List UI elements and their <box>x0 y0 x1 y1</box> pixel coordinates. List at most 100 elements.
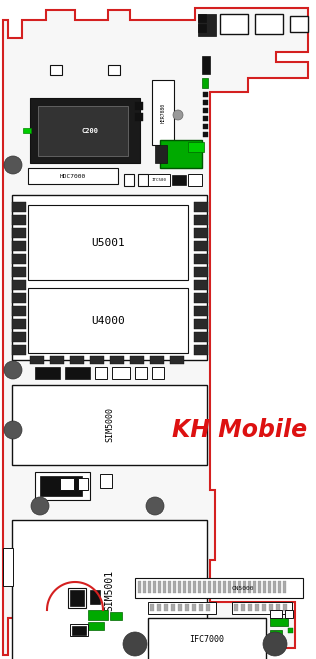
Bar <box>203 132 208 137</box>
Bar <box>248 581 251 593</box>
Bar <box>12 520 207 659</box>
Bar <box>12 293 26 303</box>
Bar <box>283 581 286 593</box>
Bar <box>12 306 26 316</box>
Bar <box>270 630 282 637</box>
Circle shape <box>173 110 183 120</box>
Bar <box>233 581 236 593</box>
Bar <box>238 581 241 593</box>
Bar <box>288 628 293 633</box>
Bar <box>283 604 287 611</box>
Bar <box>198 24 206 32</box>
Bar <box>153 581 156 593</box>
Bar <box>290 16 308 32</box>
Bar <box>3 548 13 586</box>
Bar <box>234 604 238 611</box>
Bar <box>194 319 208 329</box>
Bar <box>12 254 26 264</box>
Bar <box>110 612 122 620</box>
Bar <box>248 604 252 611</box>
Bar <box>88 610 108 620</box>
Text: HER7080: HER7080 <box>161 102 166 123</box>
Text: U5001: U5001 <box>91 237 125 248</box>
Bar <box>148 581 151 593</box>
Bar <box>194 228 208 238</box>
Bar <box>188 174 202 186</box>
Bar <box>70 624 88 636</box>
Bar <box>194 280 208 290</box>
Bar <box>194 202 208 212</box>
Bar <box>194 267 208 277</box>
Bar <box>202 56 210 74</box>
Bar <box>12 228 26 238</box>
Bar <box>160 140 202 168</box>
Bar <box>30 356 44 364</box>
Text: SIM5000: SIM5000 <box>105 407 114 442</box>
Bar <box>124 174 134 186</box>
Bar <box>199 604 203 611</box>
Bar <box>138 174 148 186</box>
Text: SIM5001: SIM5001 <box>105 569 114 610</box>
Bar <box>12 332 26 342</box>
Bar <box>12 215 26 225</box>
Bar <box>23 128 31 133</box>
Text: KH Mobile: KH Mobile <box>173 418 307 442</box>
Bar <box>30 98 140 163</box>
Bar <box>278 581 281 593</box>
Bar <box>12 195 207 360</box>
Bar <box>269 604 273 611</box>
Bar <box>255 604 259 611</box>
Text: ITC500: ITC500 <box>151 178 167 182</box>
Bar <box>35 472 90 500</box>
Bar <box>220 14 248 34</box>
Polygon shape <box>3 8 308 655</box>
Bar <box>194 254 208 264</box>
Circle shape <box>263 632 287 656</box>
Bar <box>193 581 196 593</box>
Bar <box>194 215 208 225</box>
Bar <box>148 174 170 186</box>
Bar <box>178 581 181 593</box>
Bar <box>28 288 188 353</box>
Bar <box>203 116 208 121</box>
Bar <box>12 280 26 290</box>
Bar <box>172 175 186 185</box>
Circle shape <box>123 632 147 656</box>
Bar <box>262 604 266 611</box>
Bar <box>198 14 206 22</box>
Bar <box>185 604 189 611</box>
Bar <box>188 142 204 152</box>
Bar <box>173 581 176 593</box>
Bar <box>218 581 221 593</box>
Bar <box>50 356 64 364</box>
Bar <box>155 145 167 163</box>
Bar <box>135 367 147 379</box>
Bar <box>203 92 208 97</box>
Text: C200: C200 <box>82 128 99 134</box>
Circle shape <box>4 361 22 379</box>
Bar <box>163 581 166 593</box>
Text: HDC7000: HDC7000 <box>60 173 86 179</box>
Bar <box>194 306 208 316</box>
Bar <box>50 65 62 75</box>
Bar <box>88 622 104 630</box>
Bar <box>130 356 144 364</box>
Bar <box>243 581 246 593</box>
Bar <box>203 100 208 105</box>
Bar <box>194 241 208 251</box>
Bar <box>202 78 208 88</box>
Bar <box>70 590 84 606</box>
Bar <box>178 604 182 611</box>
Bar <box>28 168 118 184</box>
Bar <box>100 474 112 488</box>
Bar <box>270 618 288 626</box>
Bar <box>203 124 208 129</box>
Bar <box>285 610 293 618</box>
Bar <box>188 581 191 593</box>
Bar <box>135 113 143 121</box>
Text: IFC7000: IFC7000 <box>190 635 224 643</box>
Bar <box>263 581 266 593</box>
Bar <box>152 367 164 379</box>
Bar <box>255 14 283 34</box>
Circle shape <box>4 156 22 174</box>
